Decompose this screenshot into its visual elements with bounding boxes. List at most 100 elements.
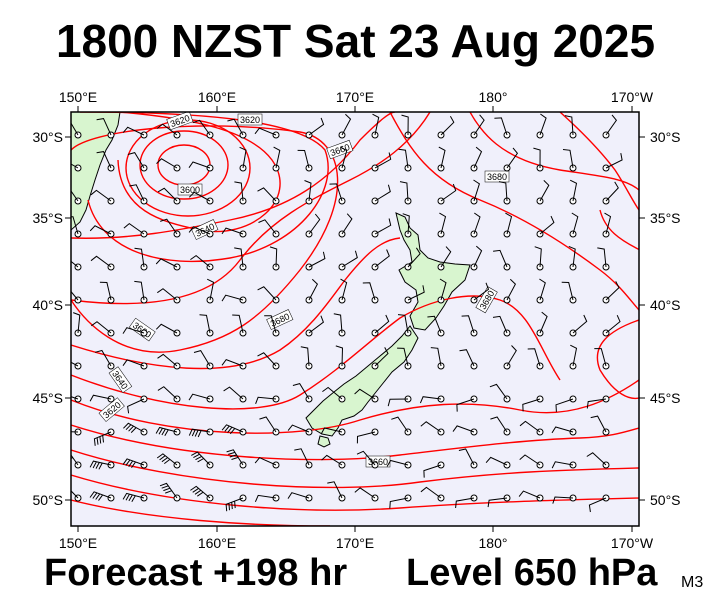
wind-barb-icon [157,386,178,400]
wind-barb-icon [354,388,376,400]
wind-barb-icon [156,453,178,466]
map-title: 1800 NZST Sat 23 Aug 2025 [55,15,656,67]
wind-barb-icon [264,315,277,334]
lat-label-right: 50°S [650,492,681,508]
wind-barb-icon [374,314,390,334]
wind-barb-icon [308,213,321,235]
wind-barb-icon [456,398,475,412]
wind-barb-icon [122,458,145,468]
wind-barb-icon [341,213,353,235]
wind-barb-icon [570,344,578,367]
wind-barb-icon [386,459,409,467]
wind-barb-icon [473,179,480,202]
wind-barb-icon [473,114,485,136]
wind-barb-icon [90,255,112,268]
wind-barb-icon [402,213,410,235]
wind-barb-icon [71,163,79,169]
wind-barb-icon [519,420,541,433]
model-label: M3 [681,574,704,591]
wind-barb-icon [206,278,215,301]
wind-barb-icon [440,183,457,202]
lat-label-right: 40°S [650,297,681,313]
wind-barb-icon [192,119,211,136]
wind-barb-icon [188,393,211,401]
wind-barb-icon [89,460,112,470]
wind-barb-icon [374,347,389,367]
wind-barb-icon [572,314,588,334]
wind-barb-icon [461,315,475,334]
wind-barb-icon [71,260,79,268]
wind-barb-icon [427,315,442,334]
lon-label-top: 170°E [336,89,374,105]
wind-barb-icon [539,113,547,136]
wind-barb-icon [300,346,310,367]
wind-barb-icon [308,278,319,301]
wind-barb-icon [487,497,508,508]
wind-barb-icon [93,431,112,446]
wind-barb-icon [505,212,513,235]
wind-barb-icon [221,294,244,302]
wind-barb-icon [341,113,352,136]
wind-barb-icon [539,215,555,235]
wind-barb-icon [308,315,325,334]
wind-barb-icon [506,345,517,367]
wind-barb-icon [401,114,409,136]
wind-barb-icon [257,187,277,202]
wind-barb-icon [254,494,277,503]
wind-barb-icon [320,427,343,435]
wind-barb-icon [605,314,621,334]
wind-barb-icon [273,146,281,169]
wind-barb-icon [297,149,310,169]
wind-barb-icon [399,181,409,202]
lat-label-right: 35°S [650,210,681,226]
stewart-island-landmass [317,435,331,448]
contour-label: 3660 [368,457,388,467]
wind-barb-icon [156,158,178,169]
wind-barb-icon [430,347,442,367]
lon-label-top: 180° [479,89,508,105]
wind-barb-icon [221,227,244,235]
wind-barb-icon [155,323,178,334]
wind-barb-icon [419,396,442,404]
wind-barb-icon [341,250,358,268]
wind-barb-icon [407,247,421,268]
wind-barb-icon [374,249,390,268]
lon-label-top: 170°W [611,89,654,105]
wind-barb-icon [123,422,145,433]
level-label: Level 650 hPa [406,552,658,594]
wind-barb-icon [155,258,178,268]
wind-barb-icon [551,461,574,469]
wind-barb-icon [321,454,343,466]
wind-barb-icon [308,251,326,268]
wind-barb-icon [127,152,145,169]
wind-barb-icon [199,314,211,334]
wind-barb-icon [333,313,343,334]
lat-label-left: 30°S [32,129,63,145]
wind-barb-icon [156,123,178,136]
wind-barb-icon [221,424,244,435]
wind-barb-icon [473,282,490,301]
wind-barb-icon [398,148,409,169]
wind-barb-icon [89,394,112,402]
wind-barb-icon [562,149,574,169]
wind-barb-icon [485,456,508,466]
wind-barb-icon [340,278,348,301]
wind-barb-icon [588,497,607,513]
wind-barb-icon [420,486,442,499]
wind-barb-icon [458,448,475,466]
wind-barb-icon [439,212,447,235]
wind-barb-icon [389,497,409,509]
wind-barb-icon [490,416,508,433]
wind-barb-icon [519,454,541,466]
lat-label-left: 40°S [32,297,63,313]
wind-barb-icon [94,349,112,367]
wind-barb-icon [99,281,112,301]
wind-barb-icon [269,246,278,268]
wind-barb-icon [455,497,475,509]
lon-label-top: 150°E [59,89,97,105]
wind-barb-icon [555,398,574,412]
wind-barb-icon [329,183,343,202]
wind-barb-icon [96,118,112,136]
wind-barb-icon [90,189,112,202]
